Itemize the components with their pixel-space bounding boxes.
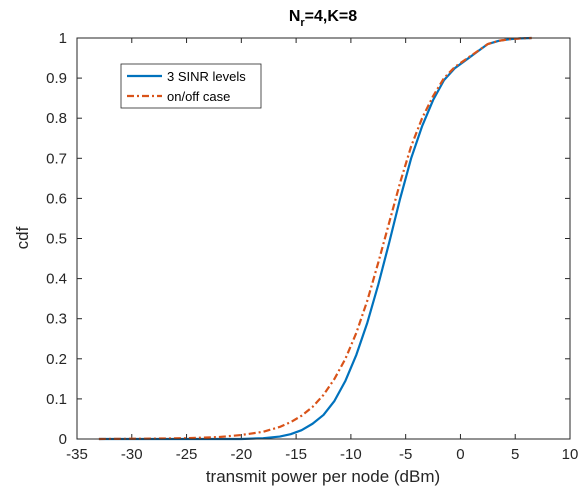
legend-label-on-off-case: on/off case (167, 89, 230, 104)
legend-label-3-sinr-levels: 3 SINR levels (167, 69, 246, 84)
x-tick-label: -10 (340, 446, 362, 463)
series-layer (98, 36, 532, 441)
y-tick-label: 0.1 (46, 391, 67, 408)
y-tick-label: 1 (59, 30, 67, 47)
x-tick-label: 5 (511, 446, 519, 463)
x-axis-label: transmit power per node (dBm) (206, 467, 440, 486)
legend-box (120, 63, 262, 109)
y-tick-label: 0.2 (46, 351, 67, 368)
x-tick-label: -25 (176, 446, 198, 463)
legend: 3 SINR levels on/off case (120, 63, 262, 109)
y-tick-label: 0.3 (46, 311, 67, 328)
x-tick-label: -30 (121, 446, 143, 463)
ticks-layer: -35 -30 -25 -20 -15 -10 -5 0 5 10 0 0.1 0.2 0.3 0.4 0.5… (46, 30, 578, 463)
plot-frame (76, 37, 571, 440)
x-tick-label: -5 (399, 446, 412, 463)
title-main: N (289, 8, 301, 25)
title-subscript: r (300, 17, 305, 29)
y-tick-label: 0.9 (46, 70, 67, 87)
y-tick-label: 0.8 (46, 110, 67, 127)
x-tick-label: -20 (230, 446, 252, 463)
y-tick-label: 0.4 (46, 271, 67, 288)
y-tick-label: 0 (59, 431, 67, 448)
y-tick-label: 0.7 (46, 150, 67, 167)
x-tick-label: -35 (66, 446, 88, 463)
chart-title: Nr=4,K=8 (289, 8, 357, 29)
y-axis-label: cdf (13, 226, 32, 249)
x-tick-label: -15 (285, 446, 307, 463)
y-tick-label: 0.5 (46, 231, 67, 248)
x-tick-label: 0 (456, 446, 464, 463)
y-tick-label: 0.6 (46, 190, 67, 207)
x-tick-label: 10 (562, 446, 579, 463)
series-line-on-off-case (98, 36, 532, 441)
title-rest: =4,K=8 (305, 8, 358, 25)
